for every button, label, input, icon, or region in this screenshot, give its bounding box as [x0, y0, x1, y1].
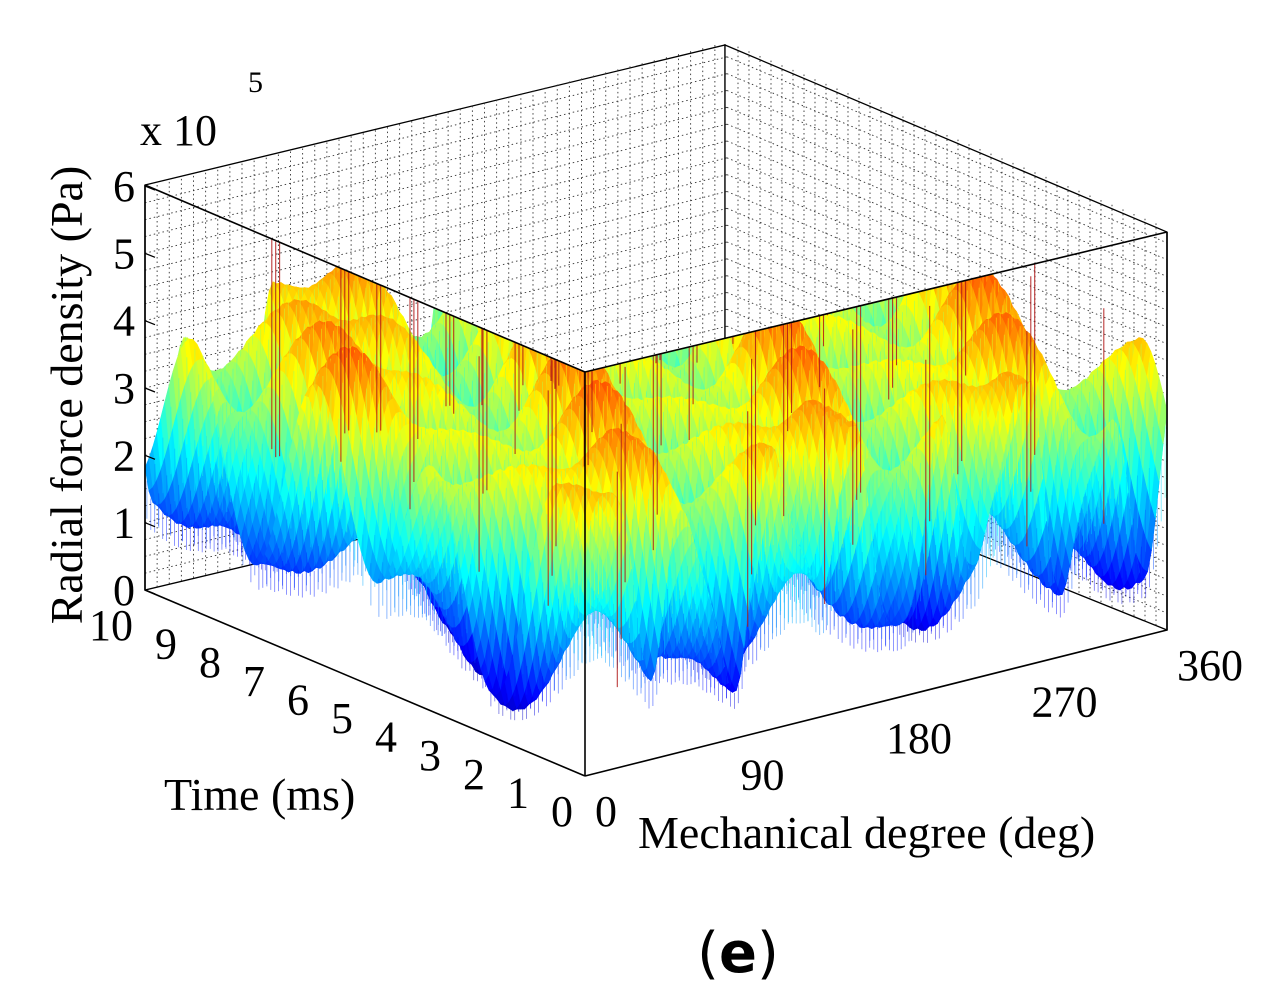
grid-line: [144, 174, 728, 322]
grid-line: [144, 207, 728, 355]
grid-line: [726, 90, 1168, 277]
grid-line: [726, 106, 1168, 294]
grid-line: [144, 157, 728, 305]
grid-line: [726, 157, 1168, 345]
grid-line: [144, 90, 728, 237]
grid-line: [144, 224, 728, 372]
grid-line: [144, 106, 728, 254]
grid-line: [144, 140, 728, 288]
grid-line: [726, 174, 1168, 362]
